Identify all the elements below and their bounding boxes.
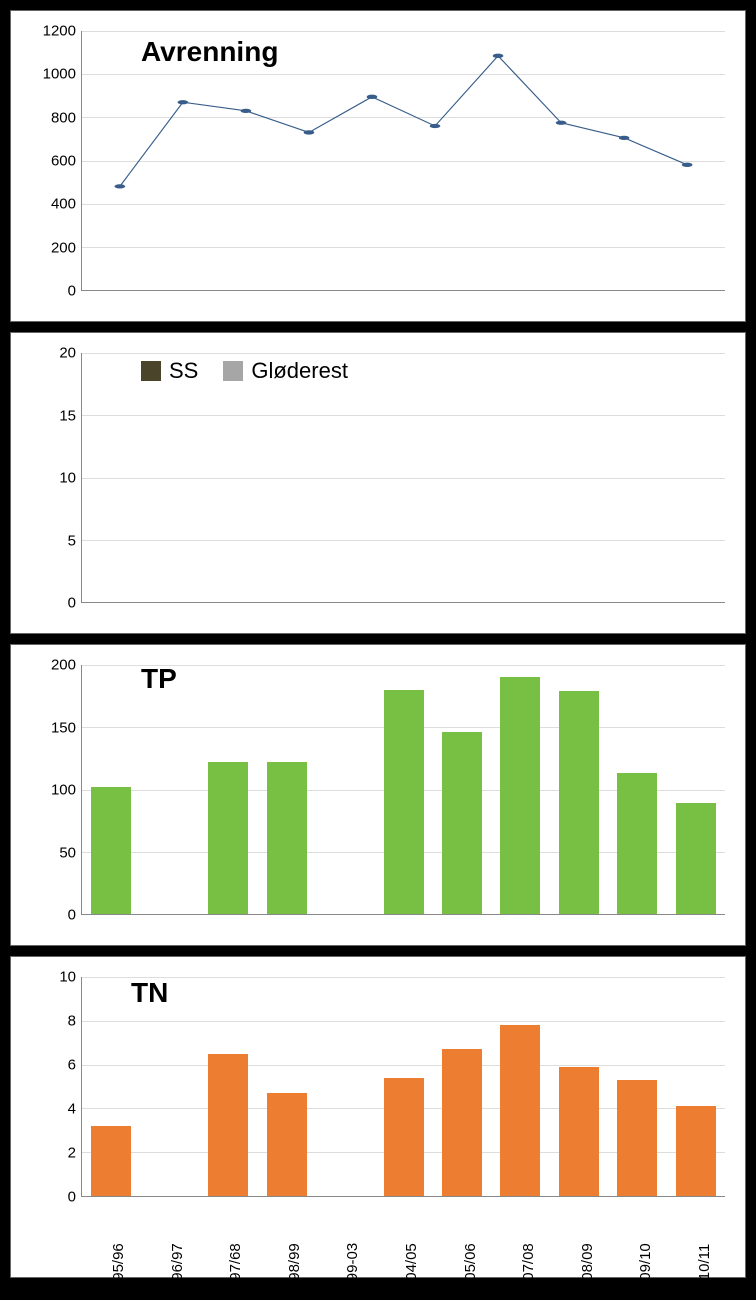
bar — [267, 762, 307, 914]
legend-item: Gløderest — [223, 358, 348, 384]
panel4-yaxis: kg/daa 0246810 — [11, 977, 81, 1197]
y-tick: 6 — [68, 1057, 76, 1074]
legend-label: SS — [169, 358, 198, 384]
line-marker — [304, 130, 315, 134]
line-marker — [241, 109, 252, 113]
panel4-xlabels: 95/9696/9797/6898/9999-0304/0505/0607/08… — [81, 1207, 725, 1277]
panel1-ylabel: mm — [0, 146, 11, 176]
y-tick: 0 — [68, 1189, 76, 1206]
y-tick: 0 — [68, 595, 76, 612]
panel-tn: TN kg/daa 0246810 95/9696/9797/6898/9999… — [10, 956, 746, 1278]
line-series — [120, 56, 687, 187]
y-tick: 20 — [59, 345, 76, 362]
bar — [91, 787, 131, 914]
bar — [91, 1126, 131, 1196]
y-tick: 200 — [51, 239, 76, 256]
panel3-plot — [81, 665, 725, 915]
panel-ss: SSGløderest kg/daa 05101520 — [10, 332, 746, 634]
bar — [559, 691, 599, 914]
line-marker — [367, 95, 378, 99]
panel4-plot — [81, 977, 725, 1197]
bar — [676, 1106, 716, 1196]
y-tick: 150 — [51, 719, 76, 736]
y-tick: 4 — [68, 1101, 76, 1118]
panel3-bars — [82, 665, 725, 914]
panel3-title: TP — [141, 663, 177, 695]
y-tick: 8 — [68, 1013, 76, 1030]
bar — [442, 732, 482, 914]
x-label: 04/05 — [403, 1243, 420, 1281]
x-label: 07/08 — [520, 1243, 537, 1281]
y-tick: 5 — [68, 532, 76, 549]
bar — [384, 690, 424, 914]
panel4-ylabel: kg/daa — [0, 1060, 11, 1114]
legend-item: SS — [141, 358, 198, 384]
x-label: 99-03 — [344, 1243, 361, 1281]
x-label: 97/68 — [227, 1243, 244, 1281]
bar — [208, 762, 248, 914]
line-marker — [178, 100, 189, 104]
panel3-ylabel: g/daa — [0, 768, 11, 812]
line-marker — [556, 121, 567, 125]
y-tick: 400 — [51, 196, 76, 213]
panel4-bars — [82, 977, 725, 1196]
legend-swatch — [223, 361, 243, 381]
panel1-svg — [82, 31, 725, 290]
y-tick: 15 — [59, 407, 76, 424]
bar — [208, 1054, 248, 1196]
panel2-ylabel: kg/daa — [0, 451, 11, 505]
y-tick: 10 — [59, 969, 76, 986]
y-tick: 100 — [51, 782, 76, 799]
y-tick: 10 — [59, 470, 76, 487]
bar — [617, 1080, 657, 1196]
bar — [442, 1049, 482, 1196]
y-tick: 0 — [68, 907, 76, 924]
bar — [267, 1093, 307, 1196]
y-tick: 1000 — [43, 66, 76, 83]
y-tick: 1200 — [43, 23, 76, 40]
x-label: 09/10 — [637, 1243, 654, 1281]
y-tick: 200 — [51, 657, 76, 674]
line-marker — [682, 163, 693, 167]
y-tick: 800 — [51, 109, 76, 126]
bar — [559, 1067, 599, 1196]
line-marker — [114, 184, 125, 188]
panel1-plot — [81, 31, 725, 291]
x-label: 10/11 — [696, 1244, 713, 1280]
line-marker — [430, 124, 441, 128]
bar — [676, 803, 716, 914]
panel2-plot — [81, 353, 725, 603]
y-tick: 0 — [68, 283, 76, 300]
x-label: 95/96 — [110, 1243, 127, 1281]
panel-avrenning: Avrenning mm 020040060080010001200 — [10, 10, 746, 322]
x-label: 96/97 — [169, 1243, 186, 1281]
panel-tp: TP g/daa 050100150200 — [10, 644, 746, 946]
y-tick: 2 — [68, 1145, 76, 1162]
line-marker — [619, 136, 630, 140]
legend-swatch — [141, 361, 161, 381]
x-label: 08/09 — [579, 1243, 596, 1281]
panel1-title: Avrenning — [141, 36, 278, 68]
bar — [384, 1078, 424, 1196]
y-tick: 50 — [59, 844, 76, 861]
panel2-yaxis: kg/daa 05101520 — [11, 353, 81, 603]
y-tick: 600 — [51, 153, 76, 170]
x-label: 98/99 — [286, 1243, 303, 1281]
panel3-yaxis: g/daa 050100150200 — [11, 665, 81, 915]
bar — [500, 1025, 540, 1196]
panel2-bars — [82, 353, 725, 602]
x-label: 05/06 — [462, 1243, 479, 1281]
panel1-yaxis: mm 020040060080010001200 — [11, 31, 81, 291]
panel4-title: TN — [131, 977, 168, 1009]
bar — [500, 677, 540, 914]
panel2-legend: SS Gløderest — [141, 358, 348, 384]
legend-label: Gløderest — [251, 358, 348, 384]
bar — [617, 773, 657, 914]
line-marker — [493, 54, 504, 58]
